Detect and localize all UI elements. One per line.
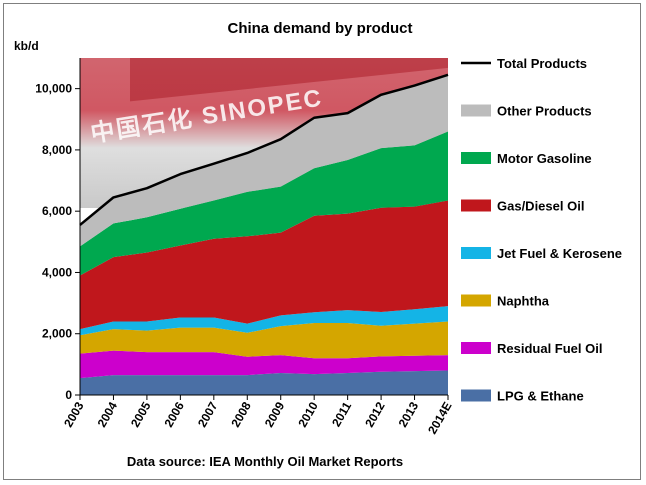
x-tick-label: 2013: [396, 399, 422, 429]
area-other-products: [80, 74, 448, 247]
legend-swatch-naphtha: [461, 294, 491, 307]
area-lpg-ethane: [80, 370, 448, 395]
line-total-products: [79, 73, 449, 226]
legend-swatch-other-products: [461, 104, 491, 117]
legend-swatch-motor-gasoline: [461, 152, 491, 164]
legend-swatch-lpg-ethane: [461, 389, 491, 402]
x-tick-label: 2004: [95, 399, 121, 429]
x-axis: 2003 2004 2005 2006 2007 2008 2009 2010 2011 2012…: [61, 394, 455, 437]
legend-label-gas-diesel-oil: Gas/Diesel Oil: [497, 199, 584, 214]
x-tick-label: 2007: [195, 399, 221, 429]
x-tick-label: 2009: [262, 399, 288, 429]
y-axis: 0 2,000 4,000 6,000 8,000 10,000: [35, 58, 81, 402]
x-tick-label: 2006: [161, 399, 187, 429]
x-tick-label: 2010: [295, 399, 321, 429]
x-tick-label: 2008: [228, 399, 254, 429]
x-tick-label: 2003: [61, 399, 87, 429]
legend-swatch-gas-diesel-oil: [461, 199, 491, 212]
y-tick-label: 4,000: [42, 265, 72, 279]
y-tick-label: 10,000: [35, 82, 72, 96]
legend-label-naphtha: Naphtha: [497, 294, 550, 309]
y-axis-unit: kb/d: [14, 39, 39, 53]
area-jet-fuel-kerosene: [80, 306, 448, 336]
legend: Total Products Other Products Motor Gasoli…: [461, 56, 622, 404]
x-tick-label: 2005: [128, 399, 154, 429]
area-naphtha: [80, 321, 448, 359]
legend-label-residual-fuel-oil: Residual Fuel Oil: [497, 341, 602, 356]
x-tick-label: 2012: [362, 399, 388, 429]
area-motor-gasoline: [80, 131, 448, 276]
x-tick-label: 2014E: [425, 400, 454, 437]
stacked-areas: [79, 73, 449, 395]
legend-label-jet-fuel-kerosene: Jet Fuel & Kerosene: [497, 246, 622, 261]
legend-label-lpg-ethane: LPG & Ethane: [497, 389, 584, 404]
y-tick-label: 2,000: [42, 327, 72, 341]
area-residual-fuel-oil: [80, 350, 448, 379]
data-source-note: Data source: IEA Monthly Oil Market Repo…: [127, 454, 403, 469]
legend-swatch-jet-fuel-kerosene: [461, 247, 491, 259]
y-tick-label: 6,000: [42, 204, 72, 218]
legend-label-other-products: Other Products: [497, 104, 592, 119]
y-tick-label: 8,000: [42, 143, 72, 157]
legend-label-total-products: Total Products: [497, 56, 587, 71]
chart-title: China demand by product: [227, 20, 412, 37]
x-tick-label: 2011: [329, 399, 354, 429]
area-gas-diesel-oil: [80, 200, 448, 330]
legend-swatch-residual-fuel-oil: [461, 342, 491, 354]
y-tick-label: 0: [65, 388, 72, 402]
legend-label-motor-gasoline: Motor Gasoline: [497, 151, 592, 166]
